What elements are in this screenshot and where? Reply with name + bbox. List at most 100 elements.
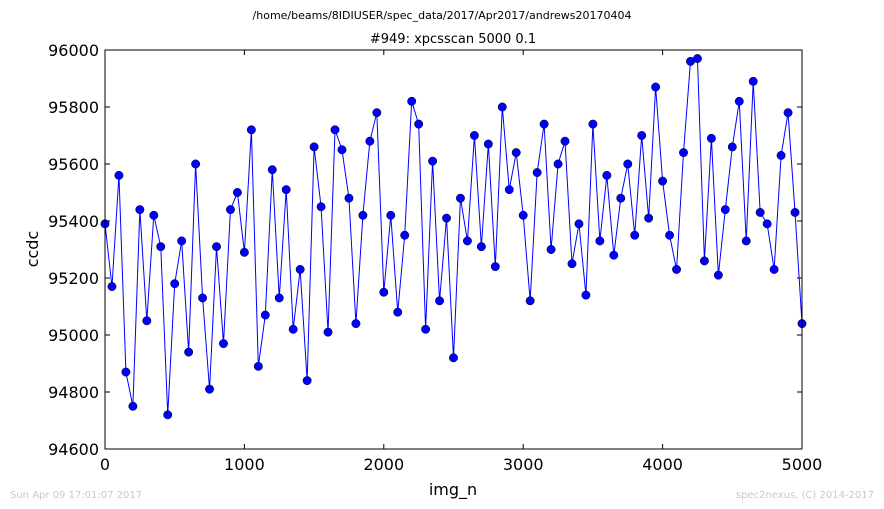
data-series-layer xyxy=(100,54,807,420)
data-point xyxy=(379,287,389,297)
data-point xyxy=(518,210,528,220)
data-point xyxy=(232,188,242,197)
copyright-footer: spec2nexus, (C) 2014-2017 xyxy=(736,490,874,501)
data-point xyxy=(435,296,445,306)
data-point xyxy=(407,96,417,106)
data-point xyxy=(260,310,270,320)
data-point xyxy=(323,327,333,337)
plot-frame xyxy=(104,49,803,450)
data-point xyxy=(205,384,215,394)
data-point xyxy=(428,156,438,166)
data-point xyxy=(539,119,549,129)
y-axis-label: ccdc xyxy=(23,231,42,268)
data-point xyxy=(762,219,772,229)
data-point xyxy=(351,319,361,329)
data-point xyxy=(442,213,451,223)
chart-title: #949: xpcsscan 5000 0.1 xyxy=(370,32,536,47)
data-point xyxy=(128,401,138,411)
data-point xyxy=(637,131,647,140)
data-point xyxy=(553,159,563,169)
data-point xyxy=(462,236,472,246)
data-point xyxy=(567,259,577,269)
x-tick-label: 2000 xyxy=(363,455,404,474)
data-point xyxy=(790,208,800,217)
data-point xyxy=(226,205,235,215)
data-point xyxy=(288,324,298,334)
data-point xyxy=(163,410,173,420)
x-tick-label: 4000 xyxy=(642,455,683,474)
data-point xyxy=(560,136,570,146)
data-point xyxy=(386,210,396,220)
data-point xyxy=(142,316,152,326)
data-point xyxy=(504,185,514,195)
data-point xyxy=(156,242,166,252)
x-tick-label: 1000 xyxy=(224,455,265,474)
data-point xyxy=(644,213,654,223)
data-point xyxy=(672,265,681,274)
data-point xyxy=(400,230,410,240)
data-point xyxy=(651,82,661,92)
data-point xyxy=(337,145,347,155)
data-point xyxy=(476,242,486,252)
data-point xyxy=(212,242,221,252)
data-point xyxy=(330,125,340,135)
y-tick-label: 95800 xyxy=(48,98,99,117)
data-point xyxy=(449,353,458,363)
x-tick-label: 5000 xyxy=(782,455,823,474)
data-point xyxy=(365,136,375,146)
y-tick-label: 94800 xyxy=(48,383,99,402)
data-point xyxy=(316,202,326,212)
data-point xyxy=(253,361,263,371)
data-point xyxy=(302,376,312,386)
data-point xyxy=(532,168,542,178)
data-point xyxy=(693,54,702,63)
data-point xyxy=(546,245,556,254)
x-tick-label: 0 xyxy=(100,455,110,474)
data-point xyxy=(184,347,194,357)
data-point xyxy=(274,293,284,303)
data-point xyxy=(358,210,368,220)
data-point xyxy=(609,250,619,260)
data-point xyxy=(595,236,605,246)
data-point xyxy=(295,265,305,274)
data-point xyxy=(497,102,507,112)
data-point xyxy=(198,293,208,303)
data-point xyxy=(170,279,180,289)
data-point xyxy=(720,205,730,215)
data-point xyxy=(734,96,744,106)
y-tick-label: 95400 xyxy=(48,212,99,231)
data-point xyxy=(469,131,479,140)
data-point xyxy=(421,324,431,334)
data-point xyxy=(581,290,591,300)
data-point xyxy=(177,236,187,246)
x-tick-label: 3000 xyxy=(503,455,544,474)
data-point xyxy=(149,210,159,220)
data-point xyxy=(727,142,737,152)
data-point xyxy=(713,270,723,280)
data-point xyxy=(748,76,758,86)
data-point xyxy=(658,176,668,186)
data-point xyxy=(574,219,584,229)
data-point xyxy=(344,193,354,203)
data-point xyxy=(219,339,228,348)
y-tick-label: 95000 xyxy=(48,326,99,345)
data-point xyxy=(706,133,716,143)
x-axis-label: img_n xyxy=(429,480,477,500)
data-point xyxy=(114,170,124,180)
data-point xyxy=(699,256,709,266)
y-tick-label: 96000 xyxy=(48,41,99,60)
data-point xyxy=(490,262,500,272)
data-point xyxy=(623,159,633,169)
data-point xyxy=(121,367,131,377)
data-point xyxy=(456,193,465,203)
data-point xyxy=(239,247,249,257)
data-point xyxy=(483,139,493,149)
axis-ticks-layer: 0 1000 2000 3000 4000 5000 94600 94800 95000 9520… xyxy=(48,41,822,474)
data-point xyxy=(191,159,201,169)
data-point xyxy=(755,208,765,217)
data-point xyxy=(741,236,751,246)
timestamp-footer: Sun Apr 09 17:01:07 2017 xyxy=(10,490,142,501)
figure-supertitle: /home/beams/8IDIUSER/spec_data/2017/Apr2… xyxy=(253,9,632,22)
data-point xyxy=(414,119,424,129)
